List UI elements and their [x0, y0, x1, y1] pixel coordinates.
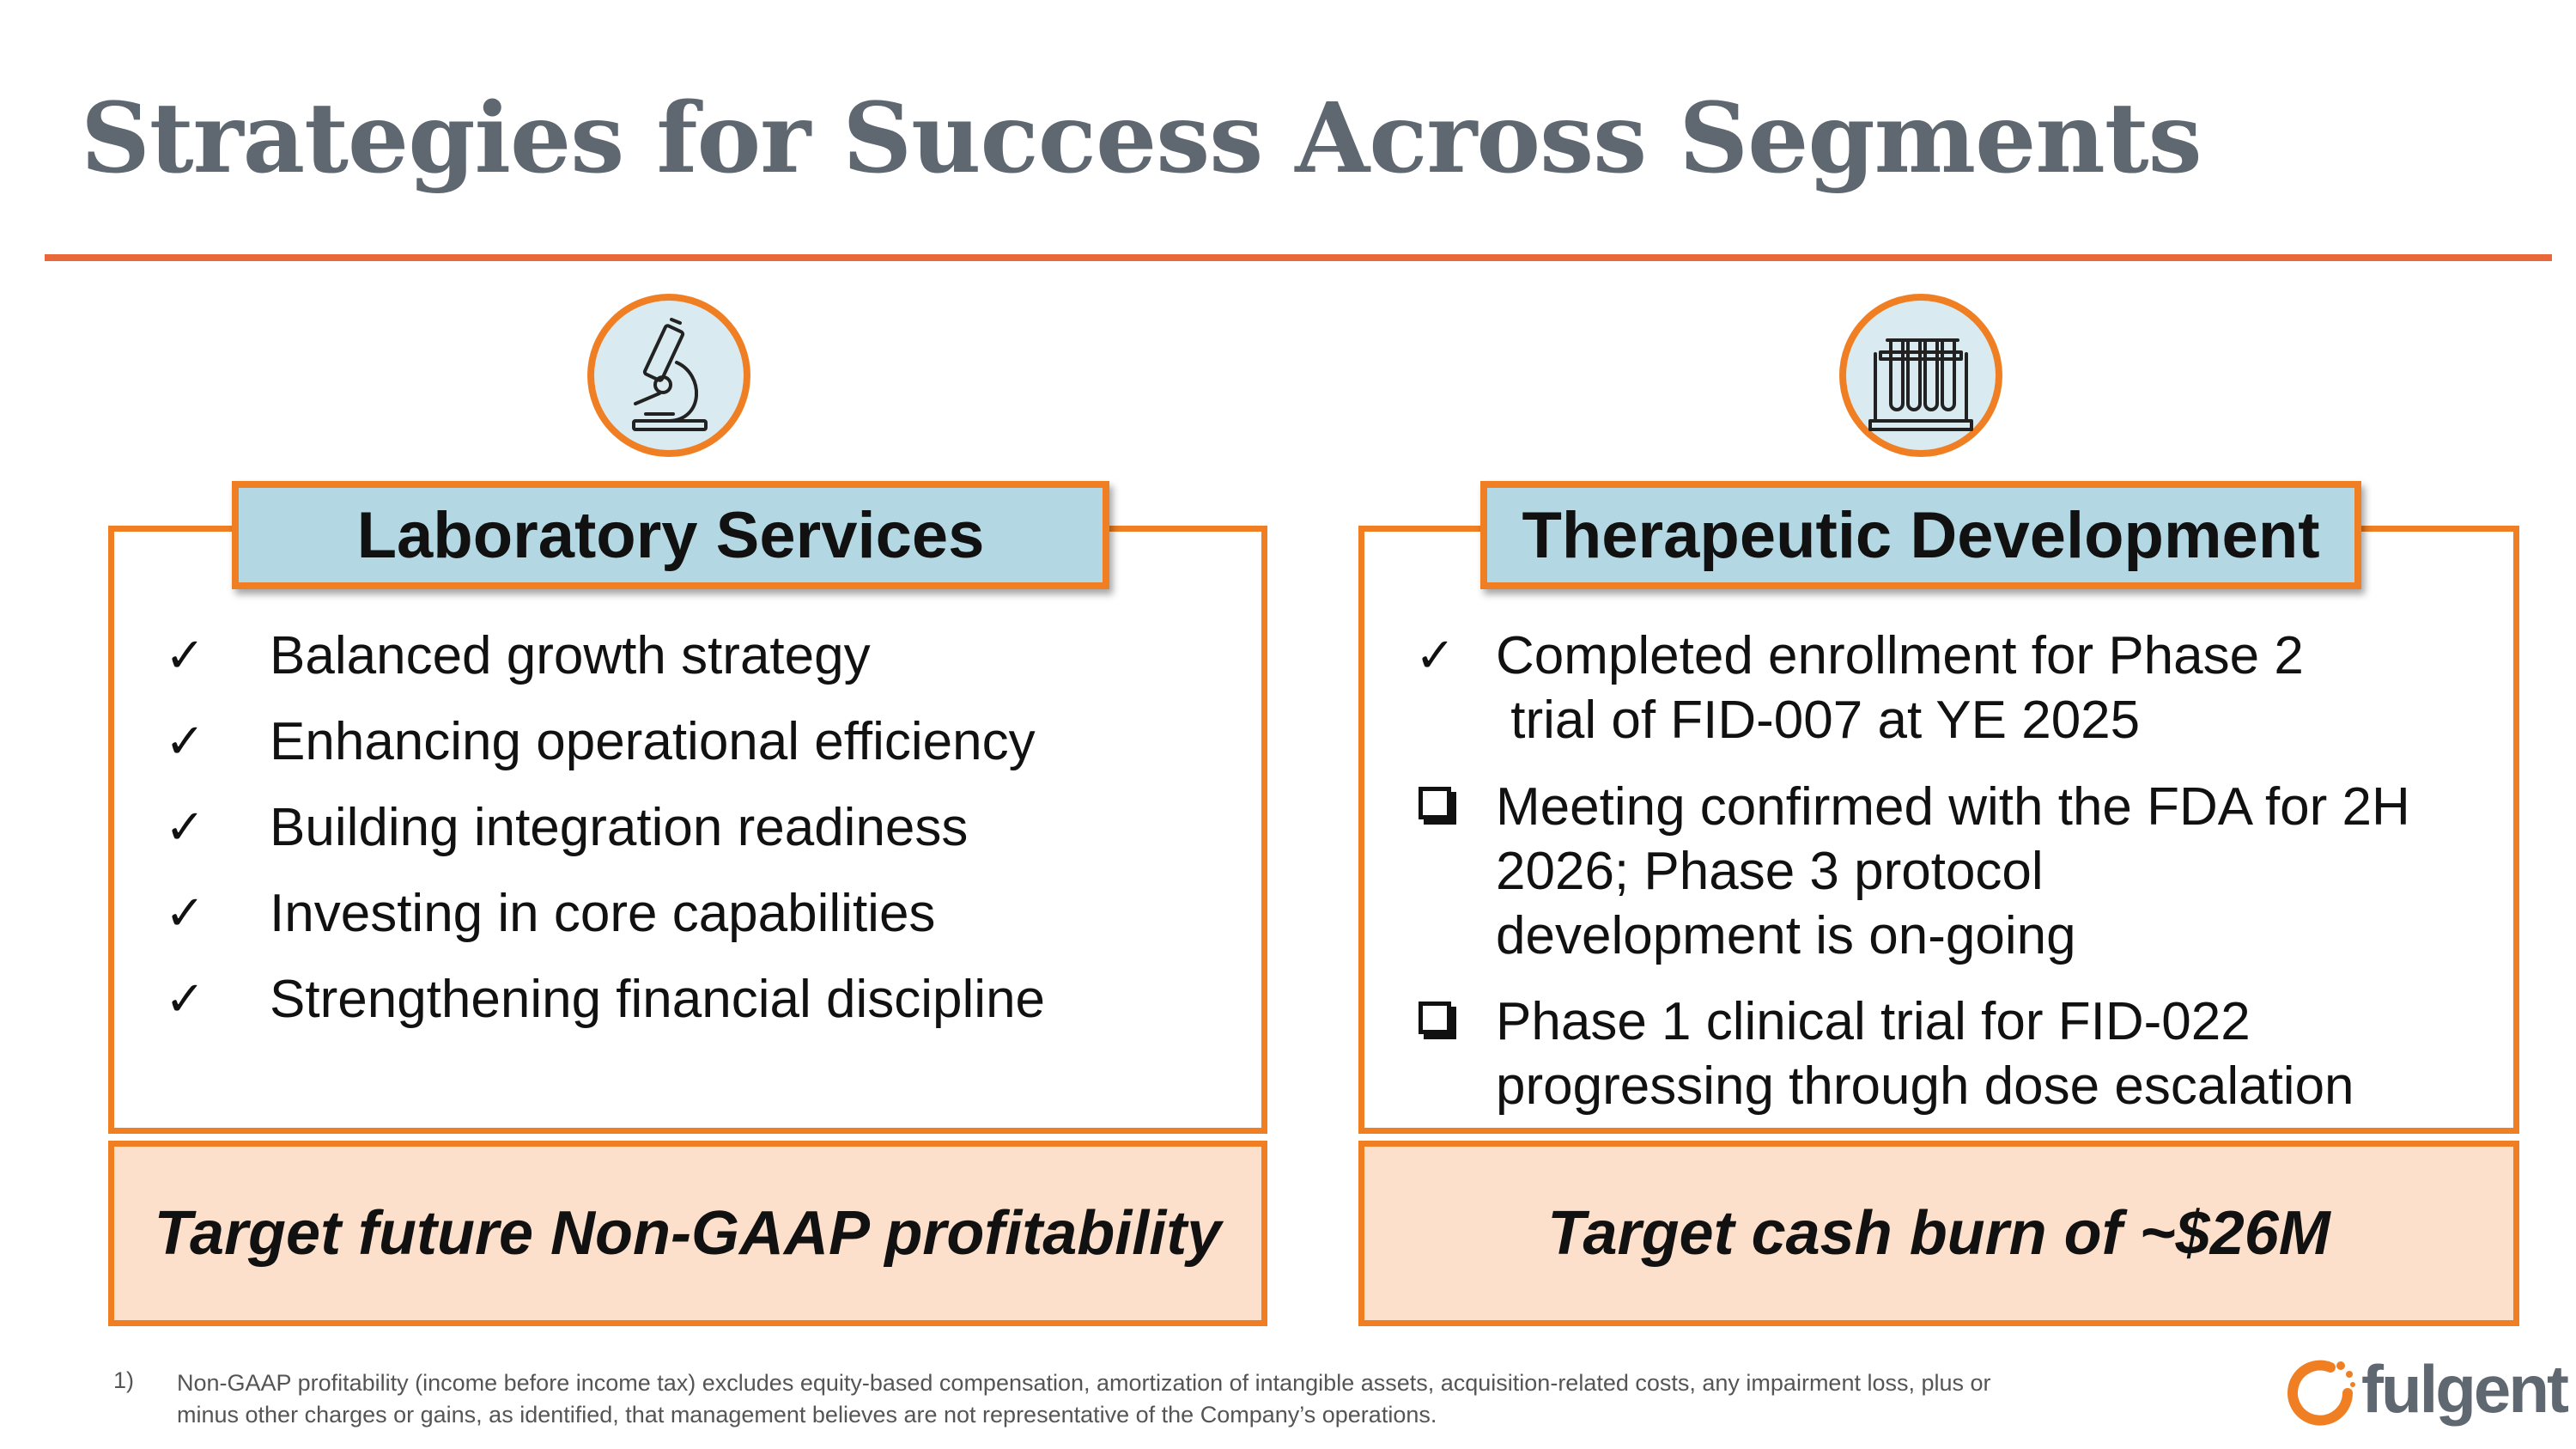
list-item-continuation: 2026; Phase 3 protocol	[1496, 842, 2044, 901]
lab-services-panel	[108, 526, 1267, 1134]
list-item: Phase 1 clinical trial for FID-022	[1496, 992, 2251, 1051]
check-icon: ✓	[165, 714, 205, 770]
list-item-continuation: trial of FID-007 at YE 2025	[1496, 691, 2141, 750]
check-icon: ✓	[165, 886, 205, 941]
therapeutic-heading: Therapeutic Development	[1480, 481, 2361, 589]
footnote-number: 1)	[113, 1367, 135, 1393]
fulgent-logo-text: fulgent	[2361, 1351, 2569, 1427]
check-icon: ✓	[165, 971, 205, 1027]
microscope-icon	[587, 294, 750, 457]
lab-services-target: Target future Non-GAAP profitability	[108, 1141, 1267, 1326]
list-item-continuation: development is on-going	[1496, 906, 2076, 965]
check-icon: ✓	[165, 628, 205, 684]
list-item: Strengthening financial discipline	[270, 970, 1046, 1029]
fulgent-logo-mark-icon	[2287, 1360, 2355, 1426]
list-item-continuation: progressing through dose escalation	[1496, 1056, 2354, 1116]
checkbox-icon	[1419, 787, 1451, 819]
list-item: Building integration readiness	[270, 798, 969, 857]
footnote: Non-GAAP profitability (income before in…	[177, 1367, 1991, 1431]
list-item: Enhancing operational efficiency	[270, 712, 1036, 771]
list-item: Completed enrollment for Phase 2	[1496, 626, 2304, 685]
therapeutic-target: Target cash burn of ~$26M	[1358, 1141, 2519, 1326]
check-icon: ✓	[165, 800, 205, 855]
footnote-line: Non-GAAP profitability (income before in…	[177, 1370, 1991, 1396]
test-tubes-icon	[1839, 294, 2002, 457]
list-item: Balanced growth strategy	[270, 626, 871, 685]
list-item: Meeting confirmed with the FDA for 2H	[1496, 777, 2410, 837]
therapeutic-panel	[1358, 526, 2519, 1134]
list-item: Investing in core capabilities	[270, 884, 936, 943]
page-title: Strategies for Success Across Segments	[81, 82, 2202, 195]
check-icon: ✓	[1415, 628, 1455, 684]
checkbox-icon	[1419, 1002, 1451, 1034]
lab-services-heading: Laboratory Services	[232, 481, 1109, 589]
fulgent-logo: fulgent	[2281, 1347, 2569, 1433]
footnote-line: minus other charges or gains, as identif…	[177, 1402, 1437, 1428]
title-divider	[45, 254, 2552, 261]
